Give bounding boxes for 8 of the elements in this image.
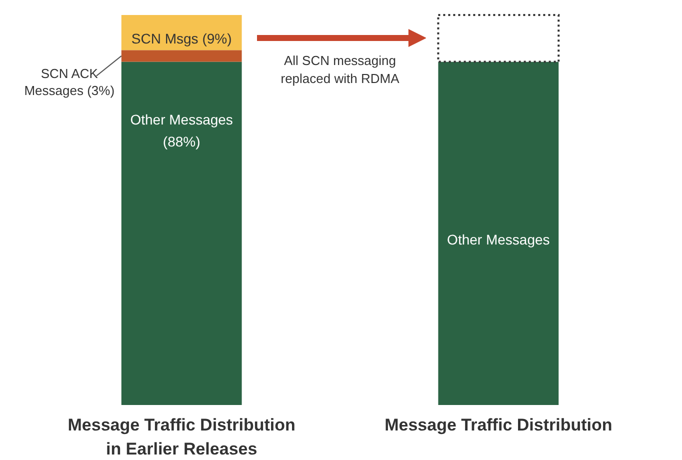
text: SCN Msgs (9%) xyxy=(131,30,232,47)
x-tick-label: Message Traffic Distribution xyxy=(384,416,612,434)
series-label: Other Messages xyxy=(447,231,550,248)
text: Other Messages xyxy=(130,111,233,128)
x-tick-label: Message Traffic Distribution in Earlier Releases xyxy=(68,416,296,458)
text: SCN ACK Messages (3%) xyxy=(24,66,115,98)
data-label: (88%) xyxy=(162,133,200,150)
annotation: All SCN messaging replaced with RDMA xyxy=(280,53,400,86)
